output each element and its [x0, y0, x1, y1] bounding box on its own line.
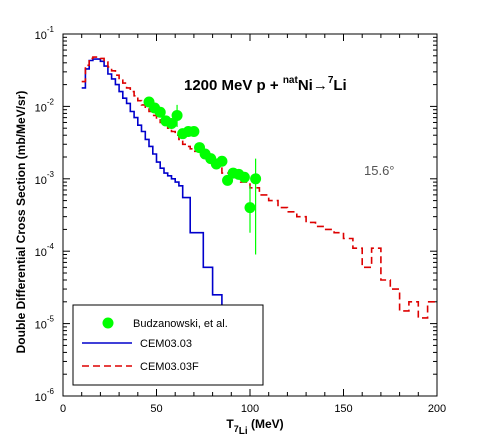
angle-annotation: 15.6°	[364, 163, 395, 178]
data-point	[216, 155, 228, 167]
data-point	[165, 118, 177, 130]
y-tick-label: 10-1	[35, 25, 55, 42]
legend-label-cem0303: CEM03.03	[140, 338, 192, 350]
series-cem0303f-line	[81, 56, 437, 319]
x-axis-label: T7Li (MeV)	[226, 417, 283, 437]
x-label-unit: (MeV)	[248, 417, 284, 431]
data-point	[250, 173, 262, 185]
axes: 0 50 100 150 200 10-6 10-5 10-4 10-3 10-2 10-1	[35, 25, 447, 415]
legend-box	[72, 304, 264, 386]
data-point	[188, 126, 200, 138]
data-point	[244, 202, 256, 214]
y-tick-label: 10-4	[35, 242, 55, 259]
x-tick-label: 100	[241, 403, 259, 415]
series-cem0303-line	[81, 58, 232, 319]
data-point	[238, 171, 250, 183]
legend-label-budzanowski: Budzanowski, et al.	[133, 318, 228, 330]
legend-label-cem0303f: CEM03.03F	[140, 361, 199, 373]
x-label-main: T	[226, 417, 234, 431]
legend-marker-budzanowski	[102, 317, 114, 329]
x-tick-label: 50	[150, 403, 162, 415]
x-tick-label: 0	[60, 403, 66, 415]
y-tick-label: 10-3	[35, 170, 55, 187]
y-tick-label: 10-5	[35, 315, 55, 332]
x-label-sub-element: Li	[239, 426, 248, 437]
plot-area	[81, 56, 437, 319]
legend: Budzanowski, et al. CEM03.03 CEM03.03F	[72, 304, 264, 386]
x-tick-label: 150	[334, 403, 352, 415]
data-point	[154, 106, 166, 118]
chart-title: 1200 MeV p + natNi→7Li	[184, 75, 347, 94]
title-target: Ni	[298, 77, 313, 94]
x-tick-label: 200	[428, 403, 446, 415]
y-tick-label: 10-6	[35, 387, 55, 404]
data-point	[171, 109, 183, 121]
y-axis-label: Double Differential Cross Section (mb/Me…	[14, 91, 28, 354]
x-label-sub-mass: 7	[234, 424, 239, 434]
title-product: Li	[333, 77, 346, 94]
title-lead: 1200 MeV p +	[184, 77, 283, 94]
title-sup-nat: nat	[283, 75, 299, 86]
y-tick-label: 10-2	[35, 97, 55, 114]
title-arrow: →	[313, 77, 328, 94]
title-sup-mass: 7	[328, 75, 334, 86]
